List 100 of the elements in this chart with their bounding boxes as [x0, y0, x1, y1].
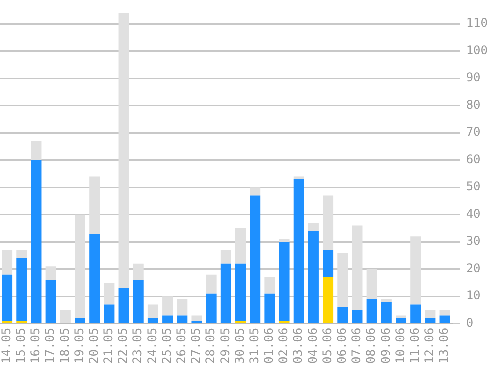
bar — [2, 274, 13, 322]
x-tick-label: 08.06 — [364, 328, 378, 364]
x-tick-label: 19.05 — [72, 328, 86, 364]
bar — [264, 278, 276, 294]
bar — [250, 196, 261, 324]
y-tick-label: 20 — [466, 261, 481, 276]
bar — [352, 226, 363, 310]
y-tick-label: 0 — [466, 316, 474, 330]
bar — [381, 302, 392, 324]
bar — [75, 318, 86, 324]
bar — [323, 196, 334, 250]
x-tick-label: 24.05 — [145, 328, 160, 364]
bar — [264, 294, 276, 324]
x-tick-label: 25.05 — [160, 328, 174, 364]
bar — [118, 13, 130, 288]
x-tick-label: 14.05 — [0, 328, 14, 364]
bar — [425, 310, 436, 318]
x-tick-label: 17.05 — [43, 328, 58, 364]
bar — [410, 236, 422, 305]
bar — [323, 250, 334, 278]
bar — [294, 176, 304, 180]
x-tick-label: 23.05 — [130, 328, 145, 364]
bar — [162, 316, 174, 324]
x-tick-label: 27.05 — [189, 328, 204, 364]
bar — [440, 310, 450, 316]
bar — [104, 304, 115, 324]
bar — [440, 316, 450, 324]
x-tick-label: 09.06 — [378, 328, 393, 364]
bar — [133, 264, 144, 280]
bar — [2, 250, 13, 275]
bar — [75, 214, 86, 318]
bar — [90, 234, 100, 324]
x-tick-label: 06.06 — [335, 328, 350, 364]
bar — [60, 310, 71, 324]
x-tick-label: 05.06 — [320, 328, 334, 364]
bar — [16, 250, 28, 258]
bar — [206, 294, 217, 324]
bar — [118, 288, 130, 324]
y-tick-label: 100 — [466, 43, 488, 58]
bar — [381, 299, 392, 302]
bar — [220, 250, 232, 264]
bar — [46, 266, 56, 280]
x-tick-label: 26.05 — [174, 328, 189, 364]
bar — [16, 258, 28, 322]
bar — [148, 304, 158, 318]
x-tick-label: 28.05 — [204, 328, 218, 364]
bar — [236, 228, 246, 264]
bar — [366, 299, 378, 324]
bar — [192, 316, 202, 322]
y-tick-label: 50 — [466, 180, 481, 194]
y-tick-label: 70 — [466, 125, 481, 140]
y-tick-label: 60 — [466, 152, 481, 166]
bar — [323, 278, 334, 324]
bar — [31, 141, 42, 160]
bar — [148, 318, 158, 324]
bar — [177, 299, 188, 316]
x-tick-label: 04.06 — [306, 328, 320, 364]
x-tick-label: 02.06 — [276, 328, 291, 364]
bar — [206, 274, 217, 294]
bar — [236, 264, 246, 322]
x-tick-label: 30.05 — [232, 328, 247, 364]
x-tick-label: 03.06 — [291, 328, 306, 364]
x-tick-label: 16.05 — [28, 328, 43, 364]
bar — [308, 223, 319, 232]
bar — [46, 280, 56, 324]
x-tick-label: 29.05 — [218, 328, 232, 364]
x-tick-label: 20.05 — [86, 328, 101, 364]
x-tick-label: 13.06 — [437, 328, 452, 364]
bar — [279, 239, 290, 242]
x-tick-label: 31.05 — [247, 328, 262, 364]
y-tick-label: 110 — [466, 16, 488, 30]
bar — [220, 264, 232, 324]
y-tick-label: 40 — [466, 206, 481, 221]
y-tick-label: 10 — [466, 288, 481, 303]
bar — [338, 253, 348, 308]
bar — [162, 296, 174, 316]
bar — [338, 308, 348, 324]
bar — [279, 242, 290, 322]
bar — [308, 231, 319, 324]
bar — [410, 304, 422, 324]
y-tick-label: 30 — [466, 234, 481, 248]
bar — [177, 316, 188, 324]
bar — [396, 318, 407, 324]
x-tick-label: 21.05 — [102, 328, 116, 364]
x-tick-label: 07.06 — [350, 328, 364, 364]
bar — [425, 318, 436, 324]
bar — [396, 316, 407, 318]
bar — [250, 188, 261, 196]
x-tick-label: 12.06 — [422, 328, 437, 364]
bar — [133, 280, 144, 324]
x-tick-label: 01.06 — [262, 328, 276, 364]
y-tick-label: 90 — [466, 70, 481, 85]
bar — [352, 310, 363, 324]
bar — [366, 269, 378, 300]
x-tick-label: 22.05 — [116, 328, 130, 364]
bar — [104, 283, 115, 305]
bar — [294, 179, 304, 324]
x-tick-label: 11.06 — [408, 328, 422, 364]
x-tick-label: 18.05 — [58, 328, 72, 364]
bar — [90, 176, 100, 234]
